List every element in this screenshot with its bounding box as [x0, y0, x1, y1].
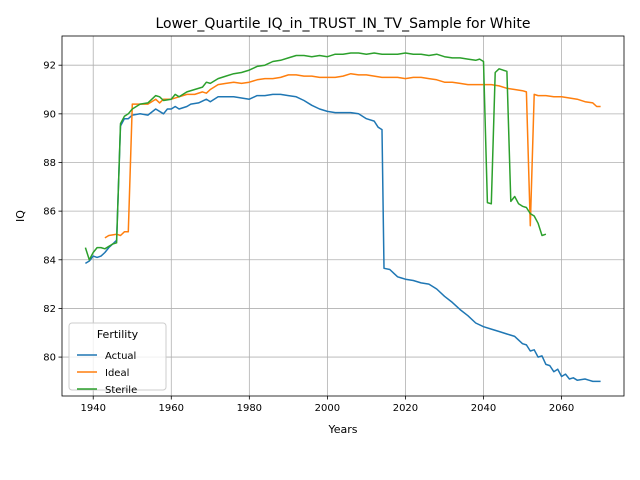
plot-area-frame [61, 35, 625, 397]
y-tick-label: 86 [43, 207, 56, 218]
y-tick-label: 84 [43, 255, 56, 266]
series-line-actual [85, 93, 601, 383]
x-tick-label: 1980 [237, 403, 262, 414]
y-tick-label: 80 [43, 353, 56, 364]
x-tick-label: 1960 [159, 403, 184, 414]
y-tick-label: 90 [43, 109, 56, 120]
chart-title: Lower_Quartile_IQ_in_TRUST_IN_TV_Sample … [155, 16, 530, 32]
y-tick-label: 92 [43, 61, 56, 72]
legend-box [68, 322, 167, 391]
series-lines [84, 52, 601, 383]
legend-label-ideal: Ideal [105, 368, 129, 379]
x-axis: 1940 1960 1980 2000 2020 2040 2060 [80, 396, 574, 414]
y-tick-label: 88 [43, 158, 56, 169]
y-axis-title: IQ [14, 210, 27, 222]
series-line-sterile [84, 52, 547, 261]
legend-title: Fertility [97, 328, 139, 341]
x-axis-title: Years [327, 423, 357, 436]
x-tick-label: 2000 [315, 403, 340, 414]
y-tick-label: 82 [43, 304, 56, 315]
x-tick-label: 2040 [471, 403, 496, 414]
legend: Fertility Actual Ideal Sterile [68, 322, 167, 396]
y-axis: 80 82 84 86 88 90 92 [43, 61, 62, 364]
x-tick-label: 2020 [393, 403, 418, 414]
x-tick-label: 2060 [549, 403, 574, 414]
legend-label-sterile: Sterile [105, 385, 137, 396]
legend-label-actual: Actual [105, 351, 136, 362]
x-tick-label: 1940 [80, 403, 105, 414]
